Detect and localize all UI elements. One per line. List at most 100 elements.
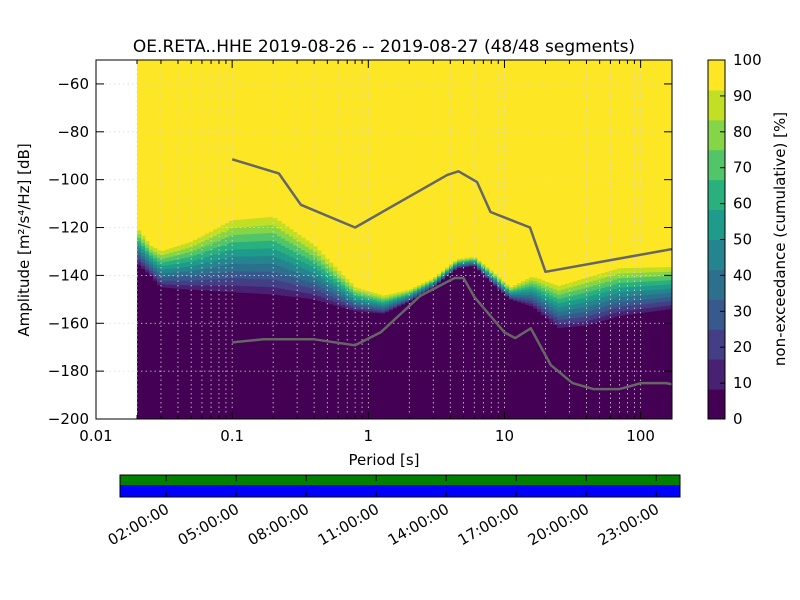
- heatmap-cell: [384, 307, 390, 310]
- heatmap-cell: [348, 307, 354, 311]
- heatmap-cell: [652, 302, 658, 308]
- heatmap-cell: [176, 288, 182, 419]
- heatmap-cell: [384, 301, 390, 305]
- heatmap-cell: [420, 284, 426, 286]
- heatmap-cell: [644, 285, 650, 291]
- heatmap-cell: [160, 258, 166, 263]
- heatmap-cell: [372, 308, 378, 312]
- heatmap-cell: [512, 292, 518, 296]
- heatmap-cell: [284, 226, 290, 234]
- heatmap-cell: [300, 255, 306, 263]
- heatmap-cell: [412, 290, 418, 293]
- heatmap-cell: [308, 243, 314, 250]
- heatmap-cell: [236, 270, 242, 279]
- heatmap-cell: [468, 264, 474, 266]
- heatmap-cell: [476, 260, 482, 263]
- heatmap-cell: [464, 265, 470, 268]
- heatmap-cell: [500, 287, 506, 289]
- colorbar-segment: [708, 359, 725, 390]
- heatmap-cell: [308, 259, 314, 267]
- heatmap-cell: [212, 235, 218, 243]
- heatmap-cell: [168, 268, 174, 273]
- heatmap-cell: [460, 267, 466, 419]
- heatmap-cell: [260, 263, 266, 272]
- heatmap-cell: [572, 322, 578, 328]
- heatmap-cell: [612, 312, 618, 318]
- heatmap-cell: [192, 249, 198, 256]
- heatmap-cell: [488, 270, 494, 273]
- heatmap-cell: [296, 247, 302, 255]
- heatmap-cell: [520, 299, 526, 302]
- heatmap-cell: [448, 266, 454, 268]
- heatmap-cell: [600, 296, 606, 303]
- heatmap-cell: [304, 275, 310, 282]
- heatmap-cell: [556, 286, 562, 291]
- heatmap-cell: [432, 285, 438, 419]
- heatmap-cell: [536, 282, 542, 287]
- heatmap-cell: [440, 277, 446, 280]
- y-tick-label: −100: [48, 171, 89, 189]
- heatmap-cell: [584, 291, 590, 298]
- heatmap-cell: [476, 261, 482, 264]
- heatmap-cell: [160, 272, 166, 278]
- heatmap-cell: [160, 254, 166, 259]
- heatmap-cell: [428, 287, 434, 290]
- heatmap-cell: [656, 267, 662, 273]
- heatmap-cell: [196, 269, 202, 275]
- heatmap-cell: [580, 307, 586, 313]
- heatmap-cell: [652, 306, 658, 312]
- heatmap-cell: [272, 256, 278, 265]
- heatmap-cell: [436, 277, 442, 279]
- heatmap-cell: [140, 262, 146, 267]
- heatmap-cell: [260, 255, 266, 264]
- heatmap-cell: [660, 280, 666, 285]
- heatmap-cell: [564, 288, 570, 293]
- heatmap-cell: [436, 282, 442, 419]
- heatmap-cell: [356, 311, 362, 419]
- heatmap-cell: [304, 298, 310, 419]
- heatmap-cell: [176, 271, 182, 277]
- heatmap-cell: [224, 257, 230, 265]
- heatmap-cell: [448, 266, 454, 269]
- heatmap-cell: [200, 246, 206, 253]
- heatmap-cell: [180, 248, 186, 254]
- heatmap-cell: [656, 284, 662, 290]
- heatmap-cell: [204, 290, 210, 419]
- heatmap-cell: [156, 250, 162, 255]
- heatmap-cell: [500, 293, 506, 419]
- heatmap-cell: [600, 311, 606, 317]
- heatmap-cell: [436, 275, 442, 278]
- timeline-tick-label: 02:00:00: [105, 500, 172, 549]
- heatmap-cell: [256, 263, 262, 272]
- heatmap-cell: [620, 277, 626, 283]
- heatmap-cell: [296, 234, 302, 242]
- heatmap-cell: [648, 285, 654, 291]
- heatmap-cell: [316, 300, 322, 419]
- heatmap-cell: [508, 298, 514, 301]
- heatmap-cell: [568, 304, 574, 310]
- heatmap-cell: [292, 251, 298, 259]
- heatmap-cell: [544, 307, 550, 312]
- heatmap-cell: [296, 278, 302, 286]
- heatmap-cell: [496, 281, 502, 283]
- heatmap-cell: [592, 294, 598, 300]
- heatmap-cell: [228, 220, 234, 229]
- heatmap-cell: [284, 282, 290, 290]
- heatmap-cell: [176, 280, 182, 285]
- heatmap-cell: [360, 289, 366, 293]
- heatmap-cell: [472, 259, 478, 261]
- heatmap-cell: [372, 305, 378, 308]
- heatmap-cell: [248, 226, 254, 235]
- heatmap-cell: [256, 278, 262, 287]
- heatmap-cell: [544, 292, 550, 298]
- heatmap-cell: [552, 317, 558, 322]
- heatmap-cell: [612, 317, 618, 419]
- heatmap-cell: [412, 292, 418, 295]
- heatmap-cell: [664, 301, 670, 306]
- heatmap-cell: [448, 267, 454, 270]
- heatmap-cell: [340, 291, 346, 296]
- heatmap-cell: [212, 291, 218, 419]
- heatmap-cell: [336, 292, 342, 297]
- heatmap-cell: [340, 307, 346, 419]
- heatmap-cell: [396, 292, 402, 295]
